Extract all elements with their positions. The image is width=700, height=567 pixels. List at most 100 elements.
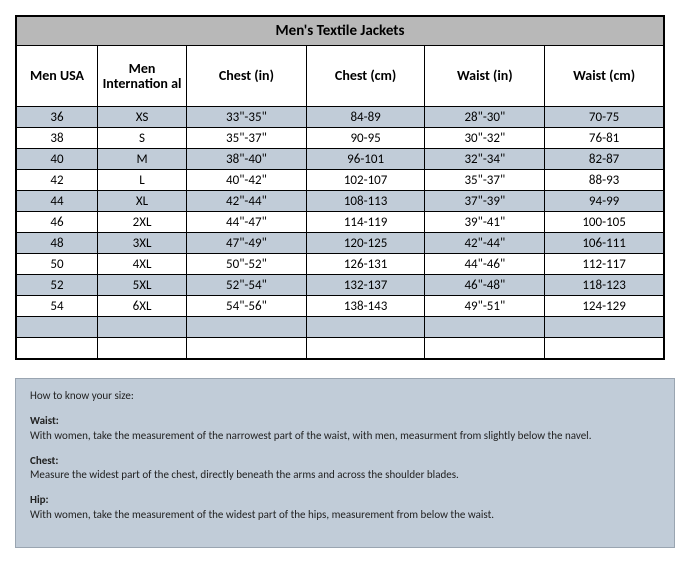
table-cell: 54 xyxy=(16,296,98,317)
table-cell: 106-111 xyxy=(545,233,664,254)
table-cell: 32"-34" xyxy=(425,149,545,170)
table-cell xyxy=(98,338,187,360)
table-cell: 126-131 xyxy=(306,254,425,275)
info-section-hip: Hip: With women, take the measurement of… xyxy=(30,493,660,523)
table-row xyxy=(16,317,664,338)
table-cell: 39"-41" xyxy=(425,212,545,233)
table-cell: M xyxy=(98,149,187,170)
table-cell xyxy=(306,338,425,360)
table-cell: 114-119 xyxy=(306,212,425,233)
table-cell: 132-137 xyxy=(306,275,425,296)
table-cell: 48 xyxy=(16,233,98,254)
col-header-intl: Men Internation al xyxy=(98,46,187,107)
table-cell: 2XL xyxy=(98,212,187,233)
col-header-usa: Men USA xyxy=(16,46,98,107)
table-cell: 5XL xyxy=(98,275,187,296)
table-row: 44XL42"-44"108-11337"-39"94-99 xyxy=(16,191,664,212)
table-row: 42L40"-42"102-10735"-37"88-93 xyxy=(16,170,664,191)
table-cell: 82-87 xyxy=(545,149,664,170)
table-body: 36XS33"-35"84-8928"-30"70-7538S35"-37"90… xyxy=(16,107,664,360)
table-cell: L xyxy=(98,170,187,191)
table-cell: 44 xyxy=(16,191,98,212)
col-header-waist-in: Waist (in) xyxy=(425,46,545,107)
table-cell: 76-81 xyxy=(545,128,664,149)
table-row: 36XS33"-35"84-8928"-30"70-75 xyxy=(16,107,664,128)
table-cell xyxy=(187,338,307,360)
table-cell: 49"-51" xyxy=(425,296,545,317)
table-cell: 30"-32" xyxy=(425,128,545,149)
table-cell: 100-105 xyxy=(545,212,664,233)
table-title-row: Men's Textile Jackets xyxy=(16,16,664,46)
table-cell xyxy=(98,317,187,338)
col-header-waist-cm: Waist (cm) xyxy=(545,46,664,107)
table-row: 546XL54"-56"138-14349"-51"124-129 xyxy=(16,296,664,317)
table-cell xyxy=(425,317,545,338)
table-cell: 70-75 xyxy=(545,107,664,128)
table-cell: 38 xyxy=(16,128,98,149)
table-row: 483XL47"-49"120-12542"-44"106-111 xyxy=(16,233,664,254)
table-cell: 138-143 xyxy=(306,296,425,317)
info-intro: How to know your size: xyxy=(30,389,660,404)
table-cell: 37"-39" xyxy=(425,191,545,212)
table-cell: XS xyxy=(98,107,187,128)
table-cell: 52"-54" xyxy=(187,275,307,296)
table-cell: 84-89 xyxy=(306,107,425,128)
table-cell: 36 xyxy=(16,107,98,128)
table-row: 462XL44"-47"114-11939"-41"100-105 xyxy=(16,212,664,233)
table-cell: XL xyxy=(98,191,187,212)
table-cell: 42"-44" xyxy=(425,233,545,254)
table-cell: 40"-42" xyxy=(187,170,307,191)
info-section-waist: Waist: With women, take the measurement … xyxy=(30,414,660,444)
table-cell xyxy=(16,338,98,360)
table-cell: 6XL xyxy=(98,296,187,317)
table-cell xyxy=(425,338,545,360)
table-cell: 3XL xyxy=(98,233,187,254)
table-cell: 33"-35" xyxy=(187,107,307,128)
table-cell: 35"-37" xyxy=(425,170,545,191)
table-cell xyxy=(545,317,664,338)
info-label-chest: Chest: xyxy=(30,454,660,469)
table-cell: 102-107 xyxy=(306,170,425,191)
table-row xyxy=(16,338,664,360)
table-cell: 42"-44" xyxy=(187,191,307,212)
table-cell: 44"-46" xyxy=(425,254,545,275)
table-cell: 38"-40" xyxy=(187,149,307,170)
info-box: How to know your size: Waist: With women… xyxy=(15,378,675,548)
table-row: 525XL52"-54"132-13746"-48"118-123 xyxy=(16,275,664,296)
table-cell xyxy=(187,317,307,338)
table-cell: 52 xyxy=(16,275,98,296)
table-cell xyxy=(306,317,425,338)
table-cell: 54"-56" xyxy=(187,296,307,317)
table-cell: 4XL xyxy=(98,254,187,275)
info-section-chest: Chest: Measure the widest part of the ch… xyxy=(30,454,660,484)
table-cell: 46 xyxy=(16,212,98,233)
table-cell: 50 xyxy=(16,254,98,275)
table-cell: 50"-52" xyxy=(187,254,307,275)
info-text-waist: With women, take the measurement of the … xyxy=(30,429,591,442)
table-cell: 46"-48" xyxy=(425,275,545,296)
table-cell: 118-123 xyxy=(545,275,664,296)
table-row: 40M38"-40"96-10132"-34"82-87 xyxy=(16,149,664,170)
table-cell xyxy=(16,317,98,338)
table-cell: 47"-49" xyxy=(187,233,307,254)
size-chart-table: Men's Textile Jackets Men USA Men Intern… xyxy=(15,15,665,360)
table-cell: 40 xyxy=(16,149,98,170)
table-cell: 108-113 xyxy=(306,191,425,212)
table-row: 38S35"-37"90-9530"-32"76-81 xyxy=(16,128,664,149)
info-label-waist: Waist: xyxy=(30,414,660,429)
info-text-hip: With women, take the measurement of the … xyxy=(30,508,494,521)
table-cell: 44"-47" xyxy=(187,212,307,233)
table-cell: 112-117 xyxy=(545,254,664,275)
table-cell: 42 xyxy=(16,170,98,191)
table-cell: 35"-37" xyxy=(187,128,307,149)
col-header-chest-cm: Chest (cm) xyxy=(306,46,425,107)
table-row: 504XL50"-52"126-13144"-46"112-117 xyxy=(16,254,664,275)
info-text-chest: Measure the widest part of the chest, di… xyxy=(30,468,459,481)
col-header-chest-in: Chest (in) xyxy=(187,46,307,107)
table-cell: 94-99 xyxy=(545,191,664,212)
table-cell: 96-101 xyxy=(306,149,425,170)
table-cell: 124-129 xyxy=(545,296,664,317)
table-title: Men's Textile Jackets xyxy=(16,16,664,46)
table-header-row: Men USA Men Internation al Chest (in) Ch… xyxy=(16,46,664,107)
table-cell: 120-125 xyxy=(306,233,425,254)
